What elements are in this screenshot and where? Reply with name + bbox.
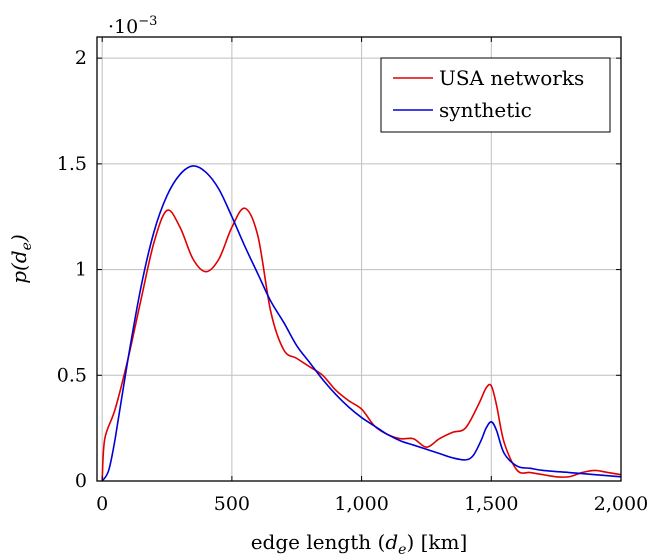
- legend-label-usa: USA networks: [439, 66, 584, 90]
- x-tick-label: 500: [214, 493, 250, 515]
- x-tick-label: 0: [96, 493, 108, 515]
- plot-frame: [96, 36, 622, 482]
- legend: USA networks synthetic: [380, 57, 611, 133]
- x-axis-title: edge length (de) [km]: [251, 530, 468, 558]
- y-tick-label: 2: [75, 47, 87, 69]
- series-lines: [101, 165, 622, 482]
- y-tick-label: 1.5: [57, 153, 87, 175]
- axis-ticks: 0 500 1,000 1,500 2,000 0 0.5 1 1.5 2: [57, 37, 648, 515]
- series-line-synthetic: [101, 165, 622, 482]
- y-tick-label: 1: [75, 259, 87, 281]
- series-line-usa-networks: [101, 207, 622, 482]
- legend-box: [380, 57, 611, 133]
- x-tick-label: 2,000: [594, 493, 648, 515]
- y-tick-label: 0.5: [57, 364, 87, 386]
- x-tick-label: 1,500: [464, 493, 518, 515]
- y-axis-title: p(de): [7, 234, 35, 284]
- legend-label-synthetic: synthetic: [439, 98, 532, 122]
- y-axis-multiplier: ·10−3: [108, 14, 157, 38]
- y-tick-label: 0: [75, 470, 87, 492]
- x-tick-label: 1,000: [334, 493, 388, 515]
